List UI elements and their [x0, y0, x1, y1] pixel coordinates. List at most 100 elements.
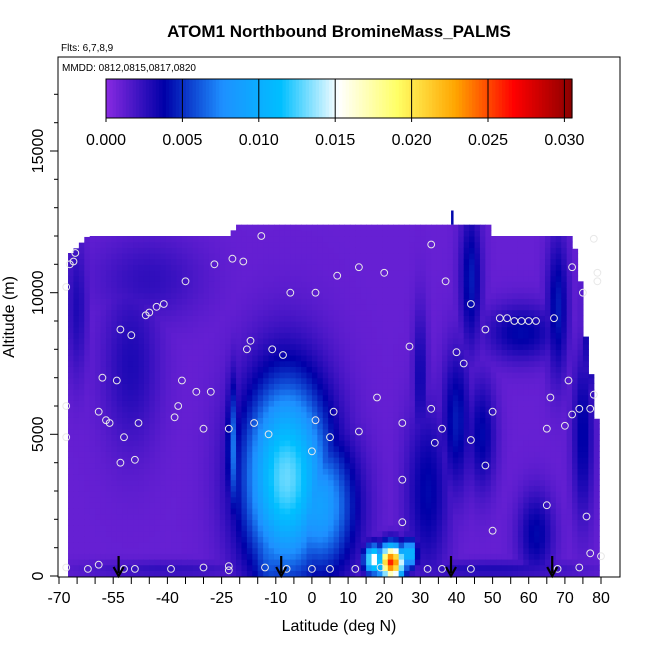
- heatmap-cell: [284, 383, 291, 390]
- heatmap-cell: [230, 321, 237, 328]
- heatmap-cell: [404, 304, 411, 311]
- heatmap-cell: [344, 428, 351, 435]
- heatmap-cell: [181, 479, 188, 486]
- heatmap-cell: [268, 519, 275, 526]
- heatmap-cell: [452, 553, 459, 560]
- heatmap-cell: [447, 281, 454, 288]
- heatmap-cell: [311, 338, 318, 345]
- heatmap-cell: [84, 394, 91, 401]
- heatmap-cell: [496, 241, 503, 248]
- heatmap-cell: [219, 355, 226, 362]
- heatmap-cell: [317, 440, 324, 447]
- heatmap-cell: [420, 258, 427, 265]
- heatmap-cell: [490, 519, 497, 526]
- heatmap-cell: [192, 264, 199, 271]
- heatmap-cell: [273, 570, 281, 577]
- heatmap-cell: [246, 547, 253, 554]
- heatmap-cell: [149, 394, 156, 401]
- heatmap-cell: [425, 468, 432, 475]
- heatmap-cell: [382, 394, 389, 401]
- heatmap-cell: [143, 394, 150, 401]
- heatmap-cell: [241, 309, 248, 316]
- heatmap-cell: [490, 332, 497, 339]
- heatmap-cell: [246, 496, 253, 503]
- heatmap-cell: [393, 253, 400, 260]
- heatmap-cell: [409, 530, 416, 537]
- heatmap-cell: [208, 383, 215, 390]
- heatmap-cell: [393, 281, 400, 288]
- heatmap-cell: [138, 570, 145, 577]
- heatmap-cell: [436, 338, 443, 345]
- heatmap-cell: [279, 428, 286, 435]
- heatmap-cell: [257, 304, 264, 311]
- heatmap-cell: [447, 377, 454, 384]
- heatmap-cell: [154, 332, 161, 339]
- heatmap-cell: [192, 502, 199, 509]
- heatmap-cell: [306, 496, 313, 503]
- heatmap-cell: [328, 281, 335, 288]
- heatmap-cell: [442, 457, 449, 464]
- heatmap-cell: [181, 400, 188, 407]
- heatmap-cell: [371, 389, 378, 396]
- heatmap-cell: [273, 468, 281, 475]
- heatmap-cell: [246, 383, 253, 390]
- heatmap-cell: [425, 281, 432, 288]
- heatmap-cell: [333, 224, 340, 231]
- heatmap-cell: [409, 355, 416, 362]
- heatmap-cell: [219, 496, 226, 503]
- heatmap-cell: [301, 394, 308, 401]
- heatmap-cell: [171, 394, 178, 401]
- heatmap-cell: [479, 366, 486, 373]
- heatmap-cell: [301, 332, 308, 339]
- heatmap-cell: [187, 428, 194, 435]
- heatmap-cell: [349, 547, 356, 554]
- heatmap-cell: [143, 298, 150, 305]
- heatmap-cell: [116, 536, 123, 543]
- heatmap-cell: [143, 355, 150, 362]
- heatmap-cell: [490, 417, 497, 424]
- heatmap-cell: [73, 434, 80, 441]
- heatmap-cell: [241, 332, 248, 339]
- heatmap-cell: [317, 287, 324, 294]
- heatmap-cell: [73, 304, 80, 311]
- heatmap-cell: [236, 315, 243, 322]
- heatmap-cell: [138, 275, 145, 282]
- heatmap-cell: [68, 292, 75, 299]
- heatmap-cell: [311, 394, 318, 401]
- heatmap-cell: [414, 496, 421, 503]
- heatmap-cell: [409, 519, 416, 526]
- heatmap-cell: [187, 406, 194, 413]
- heatmap-cell: [376, 309, 383, 316]
- heatmap-cell: [414, 411, 421, 418]
- heatmap-cell: [463, 428, 470, 435]
- heatmap-cell: [181, 389, 188, 396]
- heatmap-cell: [366, 355, 373, 362]
- heatmap-cell: [496, 281, 503, 288]
- heatmap-cell: [431, 547, 438, 554]
- heatmap-cell: [447, 326, 454, 333]
- heatmap-cell: [344, 326, 351, 333]
- heatmap-cell: [105, 462, 112, 469]
- heatmap-cell: [317, 451, 324, 458]
- heatmap-cell: [382, 559, 389, 566]
- heatmap-cell: [452, 547, 459, 554]
- heatmap-cell: [458, 530, 465, 537]
- heatmap-cell: [469, 445, 476, 452]
- heatmap-cell: [89, 491, 96, 498]
- heatmap-cell: [279, 304, 286, 311]
- heatmap-cell: [360, 287, 367, 294]
- heatmap-cell: [420, 332, 427, 339]
- heatmap-cell: [273, 474, 281, 481]
- heatmap-cell: [404, 423, 411, 430]
- heatmap-cell: [176, 304, 183, 311]
- heatmap-cell: [73, 564, 80, 571]
- heatmap-cell: [311, 513, 318, 520]
- heatmap-cell: [208, 519, 215, 526]
- heatmap-cell: [414, 508, 421, 515]
- heatmap-cell: [452, 270, 459, 277]
- heatmap-cell: [100, 372, 107, 379]
- heatmap-cell: [246, 326, 253, 333]
- heatmap-cell: [160, 253, 167, 260]
- heatmap-cell: [507, 355, 514, 362]
- heatmap-cell: [236, 519, 243, 526]
